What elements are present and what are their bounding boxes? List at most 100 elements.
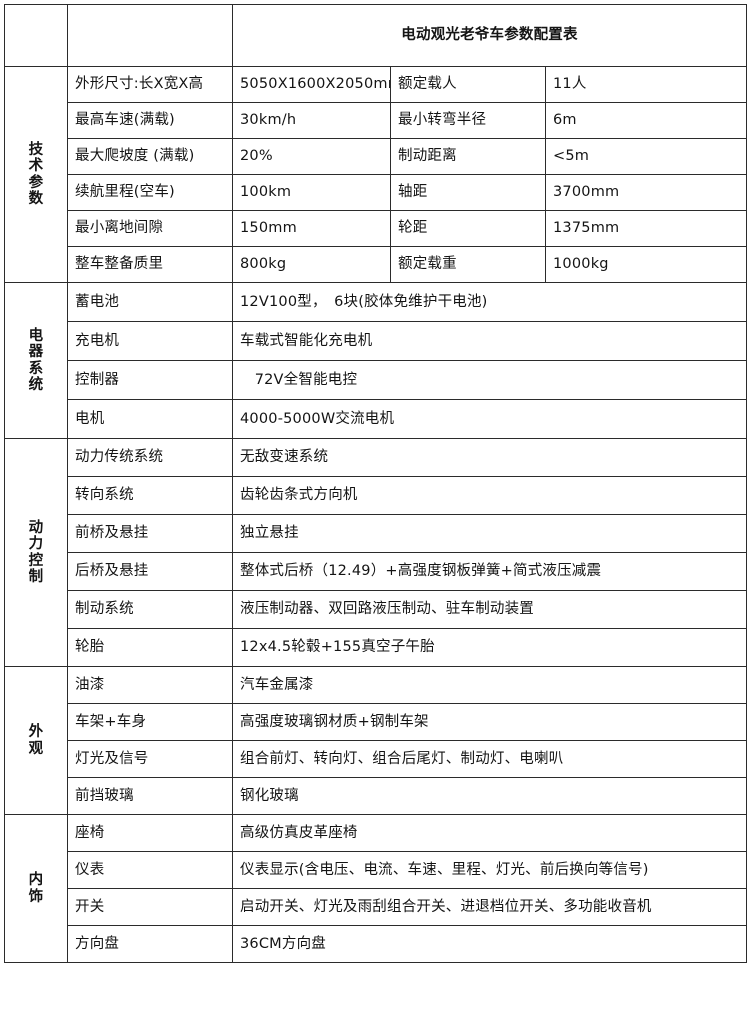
row-label: 电机	[67, 399, 233, 439]
section-label-char: 器	[28, 344, 44, 361]
table-row: 后桥及悬挂 整体式后桥（12.49）+高强度钢板弹簧+简式液压减震	[5, 552, 748, 591]
table-row: 制动系统 液压制动器、双回路液压制动、驻车制动装置	[5, 590, 748, 629]
row-label: 整车整备质里	[67, 246, 233, 283]
row-value: 72V全智能电控	[231, 360, 748, 400]
row-value: 36CM方向盘	[231, 925, 748, 963]
section-label-char: 数	[28, 190, 44, 207]
row-value: 高强度玻璃钢材质+钢制车架	[231, 703, 748, 741]
row-value: 独立悬挂	[231, 514, 748, 553]
section-label-char: 饰	[28, 888, 44, 905]
row-label-secondary: 最小转弯半径	[390, 102, 546, 139]
table-row: 技 术 参 数 外形尺寸:长X宽X高 5050X1600X2050mm 额定载人…	[4, 66, 748, 283]
row-label-secondary: 额定载重	[390, 246, 546, 283]
section-label-char: 内	[28, 872, 44, 889]
row-value: 启动开关、灯光及雨刮组合开关、进退档位开关、多功能收音机	[231, 888, 748, 926]
row-label: 制动系统	[67, 590, 233, 629]
section-label-char: 控	[28, 552, 44, 569]
row-label: 前挡玻璃	[67, 777, 233, 815]
row-label: 续航里程(空车)	[67, 174, 233, 211]
section-label-char: 动	[28, 520, 44, 537]
table-row: 外 观 油漆 汽车金属漆	[4, 666, 748, 815]
row-value-secondary: 11人	[544, 66, 748, 103]
header-blank-cell-1	[4, 4, 68, 67]
row-value: 12x4.5轮毂+155真空子午胎	[231, 628, 748, 667]
row-label: 油漆	[67, 666, 233, 704]
row-label: 车架+车身	[67, 703, 233, 741]
row-value-secondary: 1000kg	[544, 246, 748, 283]
row-value-secondary: 1375mm	[544, 210, 748, 247]
table-row: 转向系统 齿轮齿条式方向机	[5, 476, 748, 515]
table-row: 最高车速(满载) 30km/h 最小转弯半径 6m	[5, 102, 748, 139]
table-row: 控制器 72V全智能电控	[5, 360, 748, 400]
row-label: 前桥及悬挂	[67, 514, 233, 553]
table-row: 最小离地间隙 150mm 轮距 1375mm	[5, 210, 748, 247]
section-label-stack: 电 器 系 统	[12, 284, 60, 438]
row-label-secondary: 轮距	[390, 210, 546, 247]
row-label: 动力传统系统	[67, 438, 233, 477]
section-label-char: 系	[28, 360, 44, 377]
section-label-char: 技	[28, 142, 44, 159]
row-value: 12V100型， 6块(胶体免维护干电池)	[231, 282, 748, 322]
row-label: 控制器	[67, 360, 233, 400]
row-label-secondary: 轴距	[390, 174, 546, 211]
table-row: 电机 4000-5000W交流电机	[5, 399, 748, 439]
row-value: 钢化玻璃	[231, 777, 748, 815]
row-label: 开关	[67, 888, 233, 926]
row-value: 汽车金属漆	[231, 666, 748, 704]
section-label-char: 观	[28, 740, 44, 757]
table-row: 续航里程(空车) 100km 轴距 3700mm	[5, 174, 748, 211]
section-label-char: 力	[28, 536, 44, 553]
table-row: 最大爬坡度 (满载) 20% 制动距离 <5m	[5, 138, 748, 175]
spec-table: 电动观光老爷车参数配置表 技 术 参 数 外形尺寸:长X宽X高 5050X160…	[4, 4, 748, 963]
table-row: 前桥及悬挂 独立悬挂	[5, 514, 748, 553]
table-row: 内 饰 座椅 高级仿真皮革座椅	[4, 814, 748, 963]
row-label-secondary: 制动距离	[390, 138, 546, 175]
section-label-char: 统	[28, 376, 44, 393]
row-value: 800kg	[232, 246, 391, 283]
row-label: 座椅	[67, 814, 233, 852]
section-label-electrical-system: 电 器 系 统	[4, 282, 68, 439]
section-label-power-control: 动 力 控 制	[4, 438, 68, 667]
row-label: 最大爬坡度 (满载)	[67, 138, 233, 175]
page-title: 电动观光老爷车参数配置表	[231, 4, 748, 67]
row-label: 仪表	[67, 851, 233, 889]
section-label-char: 参	[28, 174, 44, 191]
row-value-secondary: 6m	[544, 102, 748, 139]
row-label: 蓄电池	[67, 282, 233, 322]
table-row: 开关 启动开关、灯光及雨刮组合开关、进退档位开关、多功能收音机	[5, 888, 748, 926]
table-row: 动 力 控 制 动力传统系统 无敌变速系统	[4, 438, 748, 667]
row-value: 齿轮齿条式方向机	[231, 476, 748, 515]
table-row: 灯光及信号 组合前灯、转向灯、组合后尾灯、制动灯、电喇叭	[5, 740, 748, 778]
row-value-secondary: 3700mm	[544, 174, 748, 211]
spec-sheet: 电动观光老爷车参数配置表 技 术 参 数 外形尺寸:长X宽X高 5050X160…	[0, 4, 750, 1013]
section-label-stack: 动 力 控 制	[12, 440, 60, 666]
row-value: 组合前灯、转向灯、组合后尾灯、制动灯、电喇叭	[231, 740, 748, 778]
row-value: 4000-5000W交流电机	[231, 399, 748, 439]
section-label-char: 术	[28, 158, 44, 175]
row-label: 轮胎	[67, 628, 233, 667]
section-label-char: 电	[28, 328, 44, 345]
row-value: 液压制动器、双回路液压制动、驻车制动装置	[231, 590, 748, 629]
row-value: 30km/h	[232, 102, 391, 139]
row-label: 最小离地间隙	[67, 210, 233, 247]
row-label: 方向盘	[67, 925, 233, 963]
row-value: 车载式智能化充电机	[231, 321, 748, 361]
row-value: 150mm	[232, 210, 391, 247]
row-label: 后桥及悬挂	[67, 552, 233, 591]
row-label: 灯光及信号	[67, 740, 233, 778]
section-label-char: 制	[28, 568, 44, 585]
row-label: 充电机	[67, 321, 233, 361]
section-label-stack: 外 观	[12, 668, 60, 814]
table-row: 前挡玻璃 钢化玻璃	[5, 777, 748, 815]
row-value: 20%	[232, 138, 391, 175]
row-value: 5050X1600X2050mm	[232, 66, 391, 103]
row-value-secondary: <5m	[544, 138, 748, 175]
table-row: 整车整备质里 800kg 额定载重 1000kg	[5, 246, 748, 283]
table-row: 轮胎 12x4.5轮毂+155真空子午胎	[5, 628, 748, 667]
table-row: 仪表 仪表显示(含电压、电流、车速、里程、灯光、前后换向等信号)	[5, 851, 748, 889]
row-value: 整体式后桥（12.49）+高强度钢板弹簧+简式液压减震	[231, 552, 748, 591]
section-label-stack: 技 术 参 数	[12, 68, 60, 282]
table-header-row: 电动观光老爷车参数配置表	[4, 4, 748, 67]
row-label: 最高车速(满载)	[67, 102, 233, 139]
section-label-appearance: 外 观	[4, 666, 68, 815]
